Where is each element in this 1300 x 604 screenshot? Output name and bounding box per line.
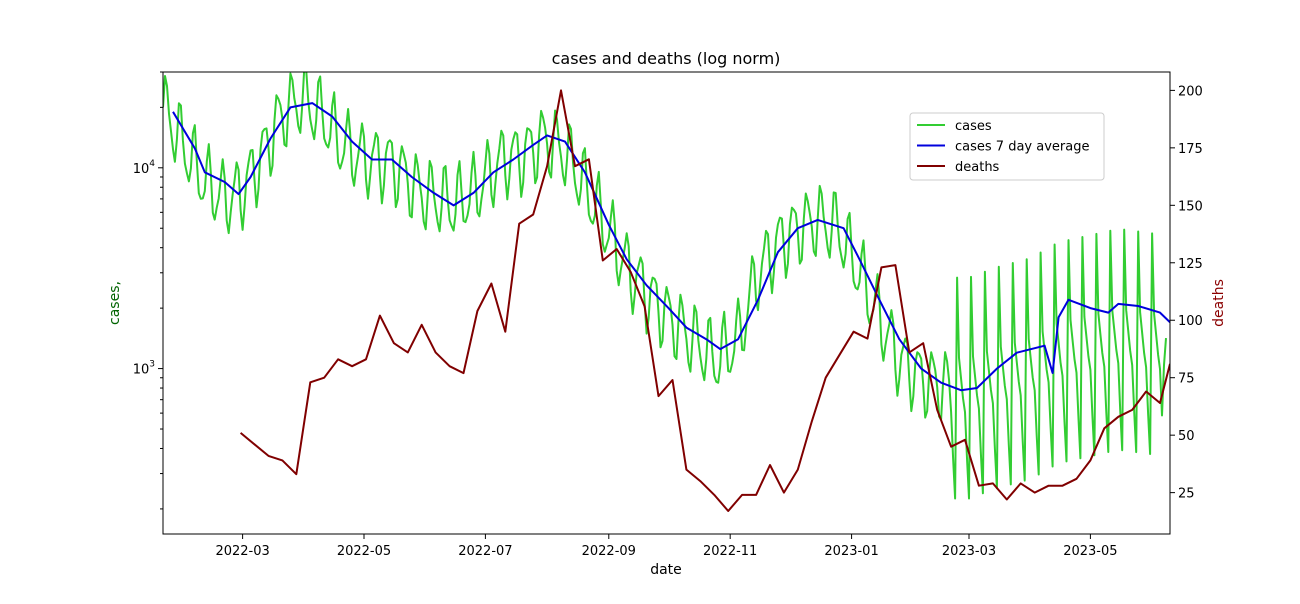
x-axis: 2022-03 2022-05 2022-07 2022-09 2022-11 2023-…: [215, 534, 1118, 559]
y-left-tick-label: 104: [133, 159, 156, 177]
chart-title: cases and deaths (log norm): [552, 49, 781, 68]
legend-label: cases: [955, 119, 992, 134]
legend-label: cases 7 day average: [955, 140, 1089, 155]
y-right-tick-label: 200: [1178, 84, 1203, 99]
x-tick-label: 2023-01: [824, 544, 878, 559]
x-tick-label: 2022-03: [215, 544, 269, 559]
y-left-axis-label: cases,: [107, 281, 123, 325]
y-right-tick-label: 100: [1178, 314, 1203, 329]
y-right-tick-label: 75: [1178, 372, 1195, 387]
y-right-tick-label: 125: [1178, 257, 1203, 272]
legend-label: deaths: [955, 160, 1000, 175]
x-tick-label: 2023-05: [1063, 544, 1117, 559]
x-axis-label: date: [650, 562, 682, 578]
y-right-tick-label: 175: [1178, 142, 1203, 157]
y-left-tick-label: 103: [133, 360, 155, 378]
plot-frame: [162, 71, 1171, 535]
legend: cases cases 7 day average deaths: [909, 112, 1105, 181]
y-right-axis-label: deaths: [1211, 279, 1227, 327]
y-right-tick-label: 150: [1178, 199, 1203, 214]
series-line-cases-7-day-average: [172, 102, 1170, 392]
x-tick-label: 2022-09: [582, 544, 636, 559]
legend-box: [909, 112, 1105, 181]
x-tick-label: 2022-11: [703, 544, 757, 559]
x-tick-label: 2022-07: [458, 544, 512, 559]
series-line-deaths: [239, 89, 1170, 512]
series-layer: [163, 72, 1170, 512]
y-right-axis: 25 50 75 100 125 150 175 200: [1170, 84, 1203, 502]
y-right-tick-label: 25: [1178, 487, 1195, 502]
x-tick-label: 2022-05: [337, 544, 391, 559]
y-right-tick-label: 50: [1178, 429, 1195, 444]
x-tick-label: 2023-03: [942, 544, 996, 559]
y-left-axis: 103 104: [133, 71, 163, 510]
